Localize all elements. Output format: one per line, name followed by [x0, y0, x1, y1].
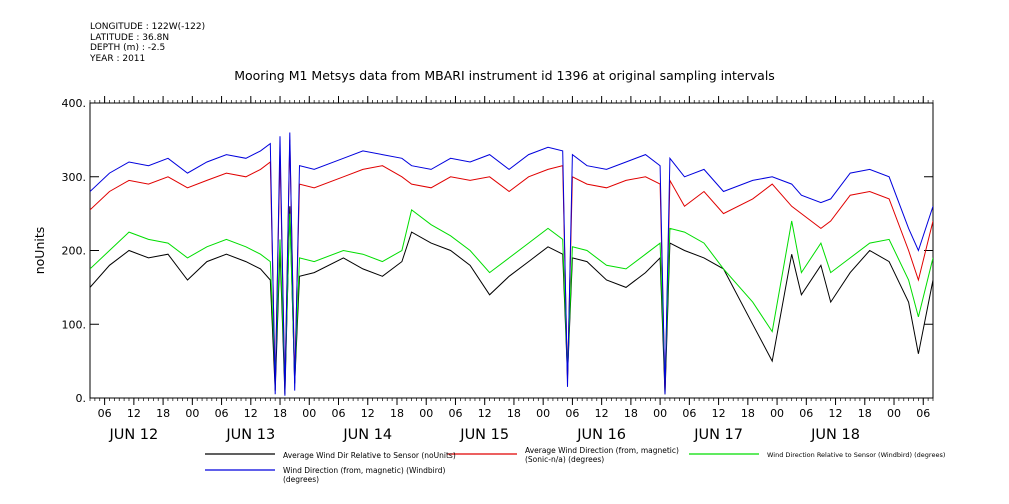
x-tick-label: 18 — [273, 407, 287, 420]
x-date-label: JUN 14 — [342, 427, 392, 443]
x-date-label: JUN 16 — [576, 427, 626, 443]
y-tick-label: 0. — [76, 392, 87, 405]
x-tick-label: 00 — [302, 407, 316, 420]
x-tick-label: 00 — [419, 407, 433, 420]
y-tick-label: 200. — [62, 245, 87, 258]
x-tick-label: 18 — [156, 407, 170, 420]
x-tick-label: 00 — [887, 407, 901, 420]
x-date-label: JUN 18 — [810, 427, 860, 443]
x-tick-label: 12 — [478, 407, 492, 420]
series-line-1 — [90, 139, 933, 391]
x-tick-label: 06 — [565, 407, 579, 420]
x-tick-label: 06 — [98, 407, 112, 420]
longitude-label: LONGITUDE : 122W(-122) — [90, 22, 206, 32]
x-tick-label: 18 — [507, 407, 521, 420]
x-tick-label: 06 — [215, 407, 229, 420]
x-tick-label: 18 — [390, 407, 404, 420]
year-label: YEAR : 2011 — [90, 53, 146, 64]
x-tick-label: 00 — [653, 407, 667, 420]
legend-label-2: Wind Direction Relative to Sensor (Windb… — [767, 451, 946, 459]
x-tick-label: 00 — [185, 407, 199, 420]
x-tick-label: 06 — [682, 407, 696, 420]
plot-frame — [89, 102, 934, 399]
x-date-label: JUN 17 — [693, 427, 743, 443]
metadata-block: LONGITUDE : 122W(-122) LATITUDE : 36.8N … — [90, 22, 205, 64]
series-line-3 — [90, 132, 933, 396]
x-tick-label: 12 — [829, 407, 843, 420]
latitude-label: LATITUDE : 36.8N — [90, 32, 170, 43]
series-line-0 — [90, 206, 933, 395]
x-tick-label: 18 — [624, 407, 638, 420]
x-tick-label: 06 — [916, 407, 930, 420]
x-tick-label: 00 — [770, 407, 784, 420]
x-date-label: JUN 15 — [459, 427, 509, 443]
x-tick-label: 06 — [448, 407, 462, 420]
x-tick-label: 12 — [127, 407, 141, 420]
legend-label-1: Average Wind Direction (from, magnetic) … — [525, 446, 679, 464]
x-date-label: JUN 13 — [225, 427, 275, 443]
x-tick-label: 06 — [799, 407, 813, 420]
x-tick-label: 12 — [595, 407, 609, 420]
series-line-2 — [90, 209, 933, 384]
chart-title: Mooring M1 Metsys data from MBARI instru… — [234, 68, 775, 83]
y-tick-label: 400. — [62, 97, 87, 110]
y-tick-label: 300. — [62, 171, 87, 184]
y-tick-label: 100. — [62, 318, 87, 331]
legend-label-0: Average Wind Dir Relative to Sensor (noU… — [283, 451, 456, 460]
x-tick-label: 06 — [332, 407, 346, 420]
x-tick-label: 18 — [741, 407, 755, 420]
depth-label: DEPTH (m) : -2.5 — [90, 43, 166, 53]
x-tick-label: 00 — [536, 407, 550, 420]
x-date-label: JUN 12 — [108, 427, 158, 443]
x-tick-label: 12 — [361, 407, 375, 420]
x-tick-label: 12 — [712, 407, 726, 420]
x-tick-label: 18 — [858, 407, 872, 420]
legend-label-3: Wind Direction (from, magnetic) (Windbir… — [283, 466, 446, 484]
x-tick-label: 12 — [244, 407, 258, 420]
y-axis-label: noUnits — [32, 227, 47, 275]
